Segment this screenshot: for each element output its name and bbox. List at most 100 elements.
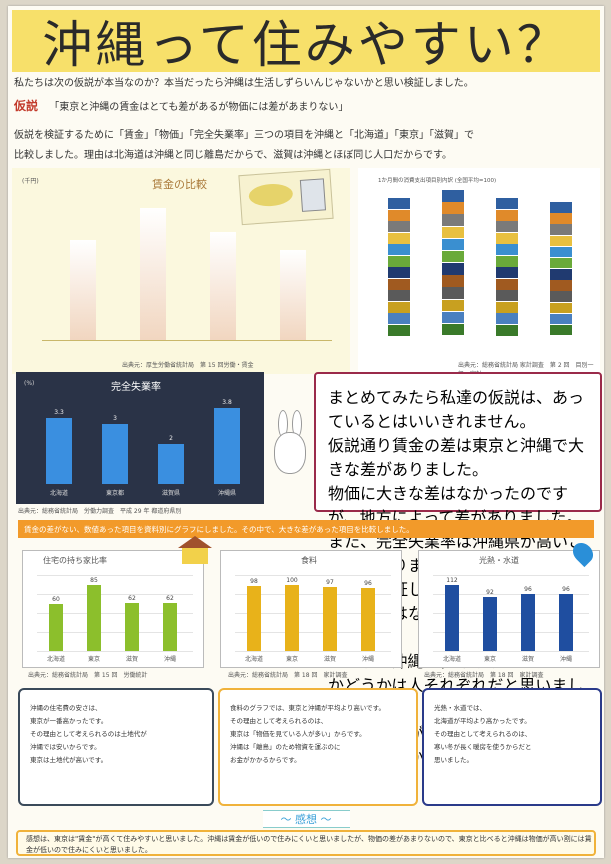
- utility_chart-value-label: 92: [486, 588, 494, 596]
- food-comment-lines: 食料のグラフでは、東京と沖縄が平均より高いです。 その理由として考えられるのは、東…: [230, 702, 408, 767]
- text-line: 東京が一番高かったです。: [30, 717, 108, 725]
- stacked-segment: [442, 250, 464, 263]
- food_chart-bar: [285, 584, 299, 651]
- stacked-segment: [388, 232, 410, 244]
- text-line: 光熱・水道では、: [434, 704, 486, 712]
- stacked-segment: [388, 221, 410, 232]
- poster: 沖縄って住みやすい？ 私たちは次の仮説が本当なのか？本当だったら沖縄は生活しずら…: [8, 6, 604, 858]
- stacked-segment: [550, 280, 572, 291]
- house-wall: [182, 548, 208, 564]
- food_chart-category-label: 沖縄: [361, 656, 374, 663]
- house_chart-bar: [163, 602, 177, 651]
- stacked-segment: [496, 301, 518, 313]
- kanso-band: ～ 感想 ～: [18, 810, 594, 828]
- stacked-segment: [388, 324, 410, 336]
- utility_chart-bar: [445, 584, 459, 651]
- wage-bar-tokyo: [140, 208, 166, 340]
- stacked-segment: [550, 246, 572, 258]
- unemp-bar: [158, 444, 184, 484]
- unemp-value-label: 3.8: [222, 399, 232, 406]
- stacked-segment: [442, 263, 464, 275]
- unemp-category-label: 滋賀県: [161, 490, 180, 497]
- food-bars-area: 98 北海道 100 東京 97 滋賀 96 沖縄: [221, 551, 401, 667]
- stacked-segment: [496, 232, 518, 244]
- house-source: 出典元：総務省統計局 第 15 回 労働統計: [28, 672, 148, 679]
- gridline: [37, 632, 193, 633]
- house_chart-bar: [125, 602, 139, 651]
- illustration-card: [238, 168, 334, 226]
- page-title: 沖縄って住みやすい？: [42, 16, 570, 74]
- unemp-chart-unit: (%): [24, 380, 35, 387]
- food_chart-bar: [323, 586, 337, 651]
- stacked-segment: [442, 311, 464, 324]
- wage-bar-okinawa: [280, 250, 306, 340]
- stacked-segment: [496, 313, 518, 324]
- food_chart-value-label: 97: [326, 578, 334, 586]
- food-comment-box: 食料のグラフでは、東京と沖縄が平均より高いです。 その理由として考えられるのは、東…: [218, 688, 418, 806]
- wage-source: 出典元：厚生労働省統計局 第 15 回労働・賃金: [122, 362, 254, 369]
- house-roof: [178, 536, 212, 548]
- hypothesis-label: 仮説: [14, 99, 39, 113]
- wage-baseline: [42, 340, 332, 341]
- utility_chart-bar: [559, 594, 573, 651]
- house_chart-category-label: 滋賀: [125, 656, 138, 663]
- food_chart-bar: [247, 586, 261, 651]
- text-line: その理由として考えられるのは、: [434, 730, 532, 738]
- hypothesis-text: 「東京と沖縄の賃金はとても差があるが物価には差があまりない」: [49, 102, 349, 113]
- text-line: 寒い冬が長く暖房を使うからだと: [434, 743, 532, 751]
- final-comment-box: 感想は、東京は"賃金"が高くて住みやすいと思いました。沖縄は賃金が低いので住みに…: [16, 830, 596, 856]
- stacked-segment: [550, 235, 572, 247]
- text-line: 仮説通り賃金の差は東京と沖縄で大きな差がありました。: [328, 436, 585, 479]
- food-chart: 食料 98 北海道 100 東京 97 滋賀 96 沖縄: [220, 550, 402, 668]
- stacked-segment: [388, 290, 410, 301]
- intro-text: 私たちは次の仮説が本当なのか？本当だったら沖縄は生活しずらいんじゃないかと思い検…: [14, 78, 474, 89]
- stacked-segment: [442, 214, 464, 226]
- stacked-segment: [442, 190, 464, 202]
- stacked-segment: [550, 302, 572, 314]
- wage-chart-unit: (千円): [22, 178, 39, 185]
- book-illustration: [299, 178, 327, 212]
- food_chart-value-label: 98: [250, 578, 258, 586]
- text-line: 沖縄の住宅費の安さは、: [30, 704, 102, 712]
- utility_chart-value-label: 96: [524, 586, 532, 594]
- unemp-value-label: 2: [169, 435, 173, 442]
- utility_chart-category-label: 東京: [483, 656, 496, 663]
- stacked-segment: [388, 244, 410, 255]
- coin-illustration: [248, 182, 294, 208]
- stacked-chart-title: 1か月間の消費支出項目別内訳 (全国平均=100): [378, 178, 497, 184]
- gridline: [433, 594, 589, 595]
- utility-comment-lines: 光熱・水道では、 北海道が平均より高かったです。 その理由として考えられるのは、 寒い…: [434, 702, 592, 767]
- utility-chart: 光熱・水道 112 北海道 92 東京 96 滋賀 96 沖縄: [418, 550, 600, 668]
- utility_chart-value-label: 96: [562, 586, 570, 594]
- stacked-segment: [496, 244, 518, 255]
- unemp-bar: [46, 418, 72, 484]
- method-text-2: 比較しました。理由は北海道は沖縄と同じ離島だからで、滋賀は沖縄とほぼ同じ人口だか…: [14, 150, 452, 161]
- house_chart-category-label: 北海道: [46, 656, 65, 663]
- wage-bar-hokkaido: [70, 240, 96, 340]
- stacked-segment: [388, 198, 410, 209]
- food_chart-value-label: 96: [364, 579, 372, 587]
- utility-bars-area: 112 北海道 92 東京 96 滋賀 96 沖縄: [419, 551, 599, 667]
- stacked-segment: [442, 238, 464, 251]
- house_chart-bar: [49, 604, 63, 651]
- food_chart-category-label: 北海道: [244, 656, 263, 663]
- summary-note-box: まとめてみたら私達の仮説は、あっているとはいいきれません。 仮説通り賃金の差は東京…: [314, 372, 602, 767]
- house_chart-value-label: 60: [52, 596, 60, 604]
- utility-source: 出典元：総務省統計局 第 18 回 家計調査: [424, 672, 544, 679]
- unemp-value-label: 3: [113, 415, 117, 422]
- gridline: [433, 613, 589, 614]
- gridline: [37, 651, 193, 652]
- house-chart-title: 住宅の持ち家比率: [43, 556, 107, 565]
- utility_chart-bar: [483, 596, 497, 651]
- gridline: [235, 594, 391, 595]
- stacked-segment: [388, 267, 410, 278]
- stacked-segment: [496, 267, 518, 278]
- food_chart-category-label: 滋賀: [323, 656, 336, 663]
- stacked-segment: [496, 221, 518, 232]
- stacked-segment: [496, 278, 518, 290]
- rabbit-illustration: [270, 410, 310, 480]
- wage-chart-panel: 賃金の比較 (千円) 出典元：厚生労働省統計局 第 15 回労働・賃金: [12, 168, 350, 374]
- text-line: その理由として考えられるのは、: [230, 717, 328, 725]
- stacked-bars-area: [358, 168, 600, 374]
- food_chart-bar: [361, 587, 375, 651]
